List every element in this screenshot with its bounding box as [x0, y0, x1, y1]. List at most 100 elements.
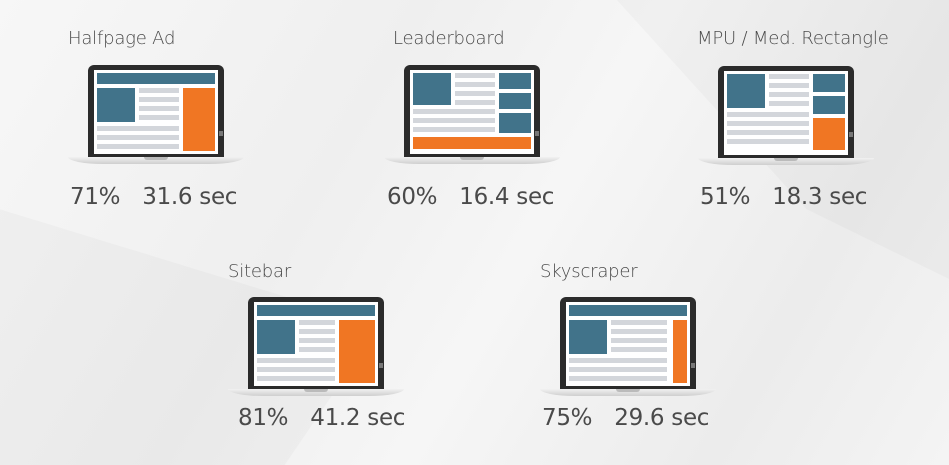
percent-value: 71%: [70, 184, 121, 210]
laptop-notch: [304, 389, 328, 392]
content-line: [727, 139, 809, 144]
percent-value: 51%: [700, 184, 751, 210]
content-line: [413, 109, 495, 114]
content-line: [413, 127, 495, 132]
content-line: [611, 329, 667, 334]
content-line: [97, 144, 179, 149]
laptop-illustration: [384, 65, 560, 165]
content-line: [769, 101, 809, 106]
content-line: [769, 83, 809, 88]
header-block: [257, 305, 375, 316]
content-line: [299, 329, 335, 334]
screen-bezel: [88, 65, 224, 157]
screen-bezel: [560, 297, 696, 389]
content-line: [727, 112, 809, 117]
laptop-base: [540, 389, 716, 396]
laptop-notch: [774, 158, 798, 161]
laptop-base: [68, 157, 244, 164]
screen: [566, 302, 690, 386]
skyscraper-ad: [673, 320, 687, 383]
content-line: [97, 135, 179, 140]
time-value: 41.2 sec: [310, 405, 406, 431]
laptop-notch: [460, 157, 484, 160]
content-line: [257, 367, 335, 372]
content-line: [139, 88, 179, 93]
content-block: [413, 73, 451, 105]
percent-value: 81%: [238, 405, 289, 431]
content-line: [139, 97, 179, 102]
format-label: MPU / Med. Rectangle: [697, 28, 889, 49]
format-stats: 81% 41.2 sec: [238, 405, 405, 431]
content-block: [499, 113, 531, 133]
time-value: 18.3 sec: [772, 184, 868, 210]
side-button: [849, 132, 853, 137]
content-line: [97, 126, 179, 131]
content-line: [611, 347, 667, 352]
screen: [724, 71, 848, 155]
time-value: 31.6 sec: [142, 184, 238, 210]
content-line: [257, 358, 335, 363]
mpu-ad: [813, 118, 845, 150]
format-stats: 51% 18.3 sec: [700, 184, 867, 210]
screen: [254, 302, 378, 386]
laptop-base: [228, 389, 404, 396]
content-line: [299, 338, 335, 343]
side-button: [691, 363, 695, 368]
content-line: [769, 74, 809, 79]
percent-value: 60%: [387, 184, 438, 210]
laptop-notch: [616, 389, 640, 392]
content-line: [727, 130, 809, 135]
content-line: [611, 320, 667, 325]
content-line: [455, 82, 495, 87]
header-block: [569, 305, 687, 316]
header-block: [97, 73, 215, 84]
content-line: [569, 376, 667, 381]
content-line: [139, 106, 179, 111]
content-line: [413, 118, 495, 123]
content-line: [569, 367, 667, 372]
content-line: [299, 320, 335, 325]
screen: [94, 70, 218, 154]
format-stats: 60% 16.4 sec: [387, 184, 554, 210]
sitebar-ad: [339, 320, 375, 383]
content-line: [455, 73, 495, 78]
time-value: 16.4 sec: [459, 184, 555, 210]
format-label: Skyscraper: [540, 261, 638, 282]
screen-bezel: [404, 65, 540, 157]
content-line: [455, 100, 495, 105]
content-line: [727, 121, 809, 126]
screen: [410, 70, 534, 154]
content-block: [499, 73, 531, 89]
content-block: [813, 74, 845, 92]
content-block: [499, 93, 531, 109]
content-line: [769, 92, 809, 97]
content-line: [299, 347, 335, 352]
laptop-base: [698, 158, 874, 165]
content-line: [569, 358, 667, 363]
content-line: [455, 91, 495, 96]
laptop-base: [384, 157, 560, 164]
format-label: Leaderboard: [393, 28, 505, 49]
percent-value: 75%: [542, 405, 593, 431]
halfpage-ad: [183, 88, 215, 151]
format-stats: 71% 31.6 sec: [70, 184, 237, 210]
time-value: 29.6 sec: [614, 405, 710, 431]
laptop-illustration: [68, 65, 244, 165]
content-line: [139, 115, 179, 120]
content-block: [813, 96, 845, 114]
screen-bezel: [718, 66, 854, 158]
leaderboard-ad: [413, 137, 531, 149]
content-block: [727, 74, 765, 108]
content-block: [97, 88, 135, 122]
content-line: [257, 376, 335, 381]
laptop-illustration: [698, 66, 874, 166]
laptop-illustration: [540, 297, 716, 397]
side-button: [219, 131, 223, 136]
content-block: [257, 320, 295, 354]
content-block: [569, 320, 607, 354]
screen-bezel: [248, 297, 384, 389]
laptop-notch: [144, 157, 168, 160]
format-label: Halfpage Ad: [68, 28, 176, 49]
side-button: [379, 363, 383, 368]
